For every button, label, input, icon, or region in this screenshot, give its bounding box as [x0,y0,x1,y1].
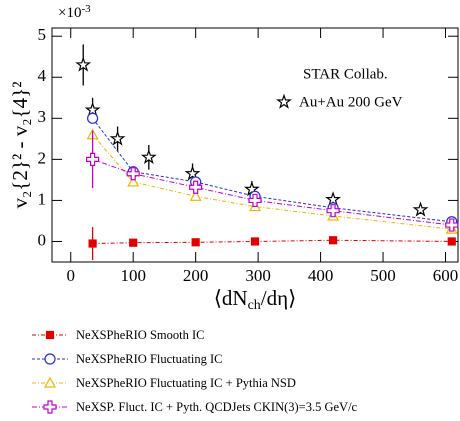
legend-label: NeXSPheRIO Fluctuating IC + Pythia NSD [76,376,296,390]
marker [189,180,203,194]
marker [248,193,262,208]
legend-label: NeXSP. Fluct. IC + Pyth. QCDJets CKIN(3)… [76,400,358,414]
x-axis-label: ⟨dNch/dη⟩ [214,286,297,313]
legend-marker [43,400,57,414]
series-line [92,118,452,223]
marker [140,148,157,165]
marker [447,237,456,246]
x-tick-label: 100 [120,266,146,285]
x-label-sub: ch [248,298,261,313]
x-tick-label: 300 [245,266,271,285]
y-tick-label: 2 [38,148,47,167]
multiplier: ×10-3 [58,3,91,22]
y-tick-label: 3 [38,107,47,126]
y-tick-label: 1 [38,189,47,208]
x-tick-label: 200 [183,266,209,285]
x-label-part: /dη⟩ [261,286,297,310]
y-tick-label: 5 [38,25,47,44]
marker [325,191,341,207]
legend-label: Au+Au 200 GeV [299,94,403,110]
x-tick-label: 600 [433,266,459,285]
marker [127,175,140,187]
x-tick-label: 500 [370,266,396,285]
series-line [92,239,452,245]
marker [126,167,140,181]
marker [189,190,202,201]
legend-label: NeXSPheRIO Fluctuating IC [76,352,223,366]
y-tick-label: 0 [38,230,47,249]
series-line [92,134,452,230]
legend-marker [45,330,55,340]
marker [109,130,126,146]
multiplier-exp: -3 [81,3,91,15]
marker [84,101,101,117]
marker [328,236,338,245]
marker [184,165,201,181]
series-line [92,158,452,226]
marker [86,112,99,124]
marker [191,238,200,247]
legend-marker [43,376,57,388]
marker [129,238,138,247]
marker [75,56,92,72]
marker [326,204,340,218]
y-axis-label: v₂{2}² - v₂{4}² [8,81,32,208]
legend-marker [44,353,56,365]
annotation: STAR Collab. [303,66,388,82]
x-label-part: ⟨dN [214,286,248,310]
marker [412,201,429,217]
marker [88,239,97,248]
y-tick-label: 4 [38,66,47,85]
plot-frame [51,27,459,263]
legend-marker [276,93,292,109]
legend-label: NeXSPheRIO Smooth IC [76,328,204,342]
marker [85,152,100,166]
x-tick-label: 400 [308,266,334,285]
multiplier-base: ×10 [58,5,81,21]
x-tick-label: 0 [66,266,75,285]
marker [250,237,260,246]
marker [445,218,459,232]
